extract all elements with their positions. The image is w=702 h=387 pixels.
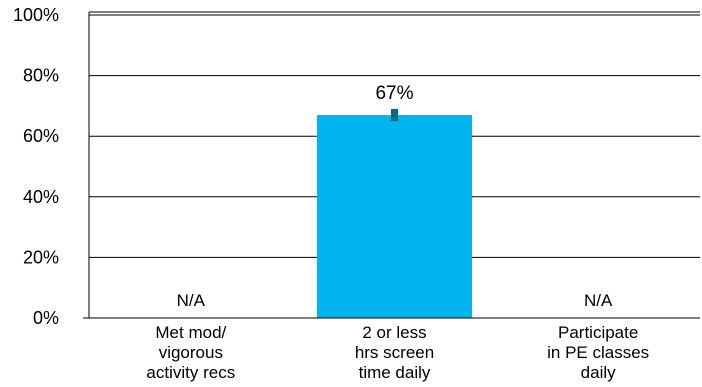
x-category-label: Participate in PE classes daily [547,323,649,382]
x-category-label: Met mod/vigorous activity recs [146,323,235,382]
x-category-label: 2 or less hrs screen time daily [355,323,434,382]
data-label-na: N/A [177,291,206,310]
y-tick-label: 60% [23,126,59,146]
x-category-label-line: Met mod/ [155,323,226,342]
y-tick-label: 20% [23,247,59,267]
x-category-label-line: in PE classes [547,343,649,362]
x-axis-category-labels: Met mod/vigorous activity recs 2 or less hr… [146,323,649,382]
x-category-label-line: daily [581,363,616,382]
data-label: 67% [375,83,413,104]
data-label-na: N/A [584,291,613,310]
y-tick-label: 40% [23,187,59,207]
bar [317,114,472,319]
y-tick-label: 100% [13,5,59,25]
error-bar [391,108,398,122]
x-category-label-line: 2 or less [362,323,426,342]
y-tick-label: 80% [23,66,59,86]
bars [317,114,472,319]
x-category-label-line: hrs screen [355,343,434,362]
x-category-label-line: activity recs [146,363,235,382]
x-category-label-line: vigorous [159,343,223,362]
data-labels: N/A 67% N/A [177,83,613,310]
y-axis-tick-labels: 0% 20% 40% 60% 80% 100% [13,5,59,328]
error-bars [391,108,398,122]
axes [83,12,700,319]
y-tick-label: 0% [33,308,59,328]
x-category-label-line: Participate [558,323,638,342]
x-category-label-line: time daily [359,363,431,382]
